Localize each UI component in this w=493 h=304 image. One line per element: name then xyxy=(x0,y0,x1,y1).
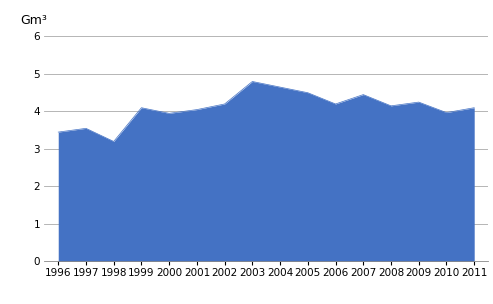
Text: Gm³: Gm³ xyxy=(20,15,47,27)
